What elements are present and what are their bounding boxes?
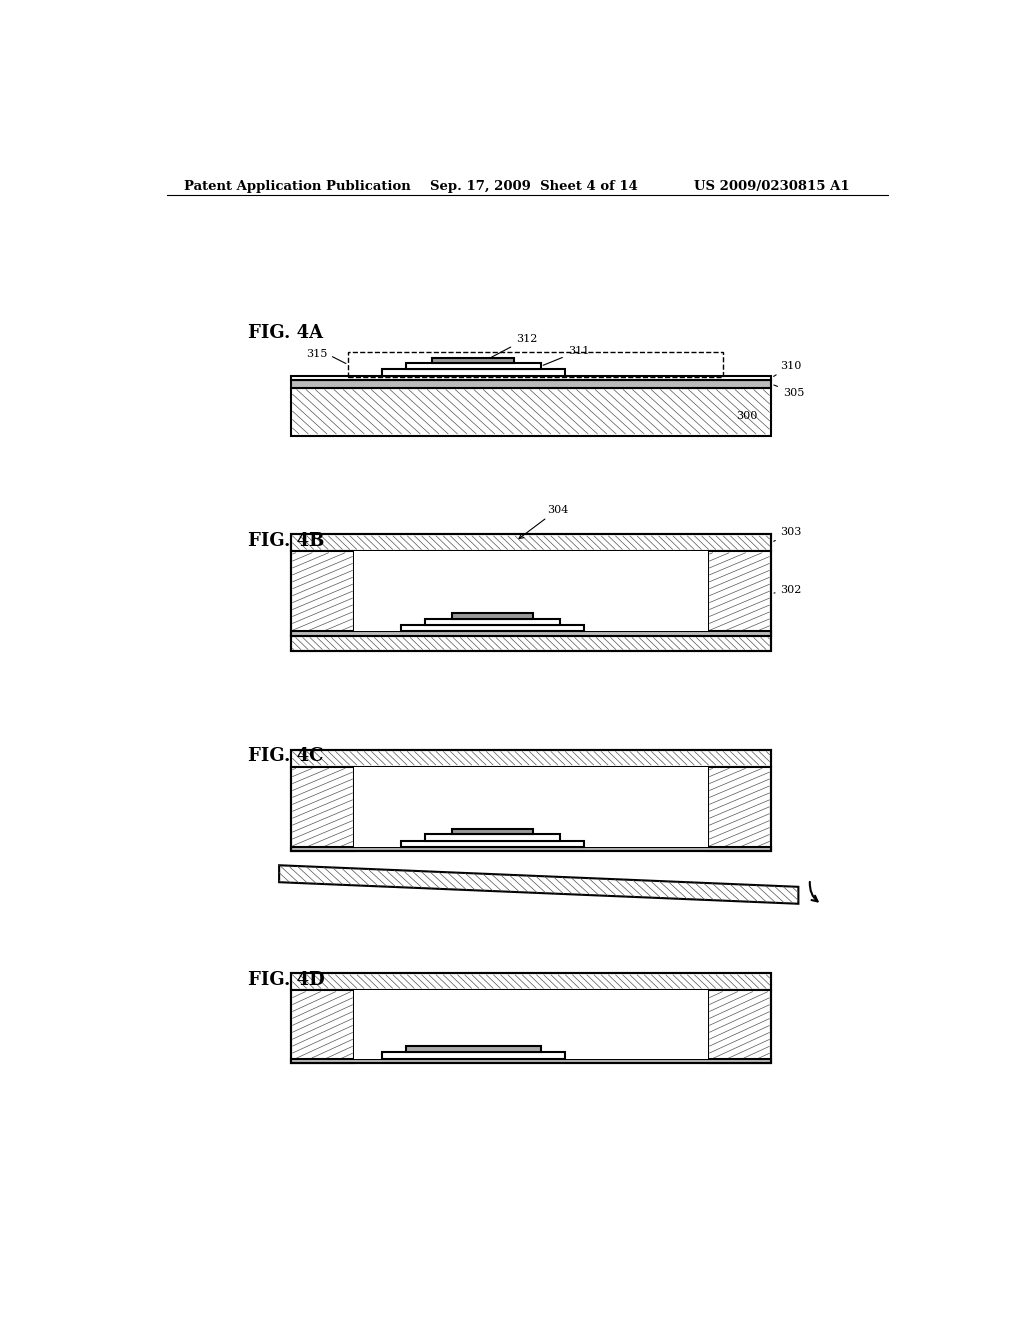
Text: FIG. 4D: FIG. 4D bbox=[248, 970, 325, 989]
Bar bbox=[708, 767, 771, 851]
Text: 315: 315 bbox=[306, 348, 346, 363]
Bar bbox=[291, 552, 354, 636]
Bar bbox=[407, 363, 541, 370]
Bar bbox=[291, 1059, 771, 1063]
Bar bbox=[354, 990, 708, 1059]
Bar bbox=[291, 750, 771, 851]
Bar bbox=[382, 370, 564, 376]
Text: 303: 303 bbox=[774, 527, 802, 541]
Bar bbox=[291, 973, 771, 990]
Bar bbox=[382, 1052, 564, 1059]
Text: 302: 302 bbox=[774, 586, 802, 595]
Text: FIG. 4B: FIG. 4B bbox=[248, 532, 325, 550]
Bar bbox=[708, 990, 771, 1063]
Bar bbox=[291, 750, 771, 767]
Text: FIG. 4A: FIG. 4A bbox=[248, 323, 324, 342]
Bar bbox=[401, 841, 584, 847]
Bar bbox=[425, 834, 560, 841]
Bar bbox=[407, 1047, 541, 1052]
Bar bbox=[291, 631, 771, 636]
Bar bbox=[291, 973, 771, 1063]
Bar bbox=[708, 552, 771, 636]
Text: US 2009/0230815 A1: US 2009/0230815 A1 bbox=[693, 180, 849, 193]
Bar bbox=[291, 767, 354, 851]
Bar bbox=[354, 767, 708, 847]
Bar bbox=[291, 380, 771, 388]
Text: 300: 300 bbox=[736, 411, 758, 421]
Bar bbox=[425, 619, 560, 626]
Bar bbox=[452, 829, 534, 834]
Bar bbox=[432, 358, 514, 363]
Bar bbox=[401, 626, 584, 631]
Text: 304: 304 bbox=[519, 504, 568, 539]
Bar bbox=[291, 388, 771, 436]
Bar bbox=[348, 352, 723, 378]
Text: 311: 311 bbox=[543, 346, 589, 366]
Bar bbox=[291, 636, 771, 651]
Polygon shape bbox=[280, 866, 799, 904]
Bar bbox=[354, 552, 708, 631]
Bar bbox=[291, 847, 771, 851]
Text: 305: 305 bbox=[774, 385, 804, 397]
Text: 310: 310 bbox=[773, 360, 802, 376]
Text: Sep. 17, 2009  Sheet 4 of 14: Sep. 17, 2009 Sheet 4 of 14 bbox=[430, 180, 638, 193]
Text: FIG. 4C: FIG. 4C bbox=[248, 747, 324, 766]
Text: Patent Application Publication: Patent Application Publication bbox=[183, 180, 411, 193]
Bar bbox=[291, 535, 771, 651]
Text: 312: 312 bbox=[492, 334, 538, 358]
Bar bbox=[291, 376, 771, 380]
Bar bbox=[291, 535, 771, 552]
Bar bbox=[291, 990, 354, 1063]
Bar bbox=[452, 614, 534, 619]
